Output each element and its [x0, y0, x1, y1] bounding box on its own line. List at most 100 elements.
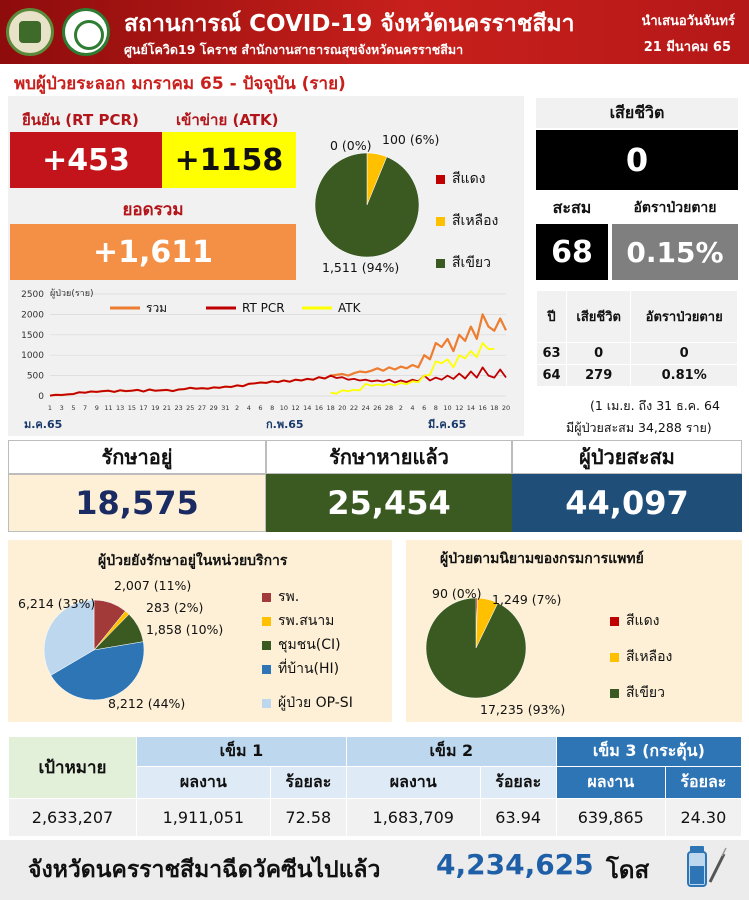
presented-day: นำเสนอวันจันทร์ [641, 14, 735, 29]
x-tick-label: 4 [410, 404, 414, 412]
ministry-of-public-health-logo-icon [62, 8, 110, 56]
dose3-result: 639,865 [555, 798, 666, 837]
x-tick-label: 27 [198, 404, 206, 412]
x-tick-label: 21 [163, 404, 171, 412]
x-tick-label: 16 [478, 404, 486, 412]
table-row: 64 279 0.81% [536, 364, 738, 387]
recovered-value: 25,454 [266, 474, 512, 532]
legend-item-community: ชุมชน(CI) [262, 634, 341, 656]
atk-value: +1158 [162, 132, 296, 188]
x-tick-label: 31 [221, 404, 229, 412]
pie-label-opsi: 6,214 (33%) [18, 596, 96, 611]
table-header: ปี [536, 290, 567, 343]
service-unit-title: ผู้ป่วยยังรักษาอยู่ในหน่วยบริการ [98, 553, 288, 569]
x-tick-label: 5 [71, 404, 75, 412]
footer-bar [0, 840, 749, 900]
dose2-percent-header: ร้อยละ [479, 766, 557, 799]
x-tick-label: 3 [60, 404, 64, 412]
pie-label-hospital: 2,007 (11%) [114, 578, 192, 593]
x-tick-label: 2 [399, 404, 403, 412]
pie-label-green: 17,235 (93%) [480, 702, 566, 717]
x-tick-label: 6 [422, 404, 426, 412]
cumulative-label: ผู้ป่วยสะสม [512, 440, 742, 474]
page-title: สถานการณ์ COVID-19 จังหวัดนครราชสีมา [124, 11, 575, 37]
y-tick-label: 0 [38, 392, 44, 402]
legend-label: ATK [338, 301, 362, 315]
death-label: เสียชีวิต [536, 98, 738, 128]
x-tick-label: 25 [186, 404, 194, 412]
table-cell: 64 [536, 364, 567, 387]
table-cell: 63 [536, 342, 567, 365]
section-title: พบผู้ป่วยระลอก มกราคม 65 - ปัจจุบัน (ราย… [14, 74, 346, 94]
report-date: 21 มีนาคม 65 [643, 40, 731, 55]
x-tick-label: 11 [104, 404, 112, 412]
x-tick-label: 6 [258, 404, 262, 412]
legend-swatch [436, 174, 445, 184]
pie-label-green: 1,511 (94%) [322, 260, 400, 275]
x-tick-label: 19 [151, 404, 159, 412]
cumulative-value: 44,097 [512, 474, 742, 532]
x-tick-label: 10 [443, 404, 451, 412]
legend-item-red: สีแดง [610, 610, 660, 632]
dose2-header: เข็ม 2 [345, 736, 557, 767]
pie-slice-home [50, 641, 145, 701]
x-tick-label: 8 [270, 404, 274, 412]
chart-legend: รวม RT PCR ATK [110, 301, 362, 315]
vaccination-total-unit: โดส [606, 856, 650, 884]
legend-swatch [610, 652, 619, 662]
legend-label: สีแดง [626, 613, 660, 629]
legend-label: ผู้ป่วย OP-SI [278, 695, 353, 711]
x-tick-label: 16 [315, 404, 323, 412]
dose3-percent-header: ร้อยละ [664, 766, 743, 799]
total-value: +1,611 [10, 224, 296, 280]
table-cell: 0 [565, 342, 632, 365]
legend-swatch [262, 592, 271, 602]
x-tick-label: 15 [128, 404, 136, 412]
dms-definition-title: ผู้ป่วยตามนิยามของกรมการแพทย์ [440, 551, 644, 567]
x-tick-label: 12 [291, 404, 299, 412]
y-tick-label: 500 [27, 372, 44, 382]
legend-label: สีเขียว [452, 255, 491, 271]
fatality-rate-value: 0.15% [612, 224, 738, 280]
pie-label-home: 8,212 (44%) [108, 696, 186, 711]
legend-swatch [262, 616, 271, 626]
x-tick-label: 17 [139, 404, 147, 412]
legend-label: รพ.สนาม [278, 613, 335, 629]
pie-label-yellow: 100 (6%) [382, 132, 440, 147]
legend-item-field-hospital: รพ.สนาม [262, 610, 334, 632]
y-tick-label: 2000 [21, 310, 44, 320]
legend-swatch [262, 664, 271, 674]
dose2-percent: 63.94 [479, 798, 557, 837]
legend-item-home: ที่บ้าน(HI) [262, 658, 339, 680]
fatality-rate-label: อัตราป่วยตาย [633, 200, 717, 216]
total-label: ยอดรวม [122, 199, 184, 220]
year-table-note-2: มีผู้ป่วยสะสม 34,288 ราย) [566, 420, 712, 435]
yearly-death-table: ปี เสียชีวิต อัตราป่วยตาย 63 0 0 64 279 … [536, 290, 738, 387]
severity-pie-chart [314, 152, 420, 258]
x-tick-label: 22 [350, 404, 358, 412]
recovered-label: รักษาหายแล้ว [266, 440, 512, 474]
pie-label-community: 1,858 (10%) [146, 622, 224, 637]
series-line-2 [330, 342, 495, 395]
rtpcr-value: +453 [10, 132, 162, 188]
x-tick-label: 18 [490, 404, 498, 412]
x-tick-label: 7 [83, 404, 87, 412]
legend-label: สีเหลือง [626, 649, 673, 665]
death-value: 0 [536, 130, 738, 190]
chart-series [49, 313, 507, 397]
legend-label: ชุมชน(CI) [278, 637, 341, 653]
rtpcr-label: ยืนยัน (RT PCR) [22, 111, 139, 129]
table-cell: 279 [565, 364, 632, 387]
dose1-percent: 72.58 [269, 798, 347, 837]
dms-pie-chart [425, 597, 527, 699]
x-tick-label: 28 [385, 404, 393, 412]
dose3-result-header: ผลงาน [555, 766, 666, 799]
dose1-header: เข็ม 1 [136, 736, 347, 767]
legend-label: RT PCR [242, 301, 285, 315]
header-banner [0, 0, 749, 64]
table-header: เสียชีวิต [565, 290, 632, 343]
legend-swatch [262, 698, 271, 708]
x-tick-label: 14 [303, 404, 311, 412]
y-tick-labels: 0 500 1000 1500 2000 2500 [21, 290, 44, 402]
